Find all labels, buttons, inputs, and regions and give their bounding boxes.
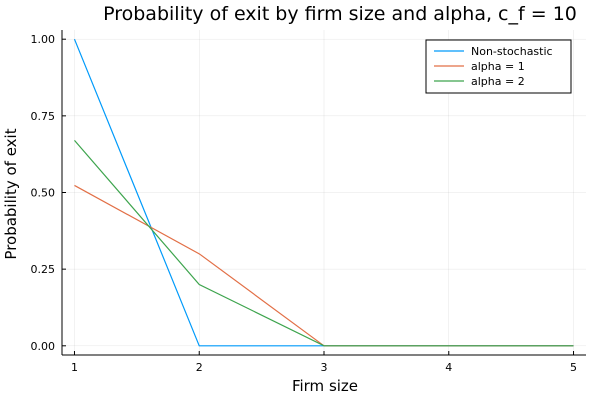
- y-tick-label: 0.50: [31, 187, 56, 200]
- axes: [61, 30, 586, 356]
- x-tick-label: 4: [445, 361, 452, 374]
- x-tick-label: 2: [196, 361, 203, 374]
- y-tick-label: 0.00: [31, 340, 56, 353]
- legend-label: alpha = 2: [471, 75, 525, 88]
- series-lines: [73, 38, 574, 347]
- legend-label: Non-stochastic: [471, 45, 553, 58]
- y-tick-label: 0.75: [31, 110, 56, 123]
- y-axis-title: Probability of exit: [2, 128, 20, 259]
- legend: Non-stochastic alpha = 1 alpha = 2: [425, 39, 572, 94]
- y-tick-label: 0.25: [31, 263, 56, 276]
- tick-labels: 1 2 3 4 5 0.00 0.25 0.50 0.75 1.00: [31, 33, 578, 374]
- x-axis-title: Firm size: [292, 377, 358, 395]
- chart-title: Probability of exit by firm size and alp…: [103, 3, 577, 25]
- series-line-2: [74, 139, 574, 347]
- x-tick-label: 1: [71, 361, 78, 374]
- y-tick-label: 1.00: [31, 33, 56, 46]
- legend-label: alpha = 1: [471, 60, 525, 73]
- x-tick-label: 3: [321, 361, 328, 374]
- x-tick-label: 5: [570, 361, 577, 374]
